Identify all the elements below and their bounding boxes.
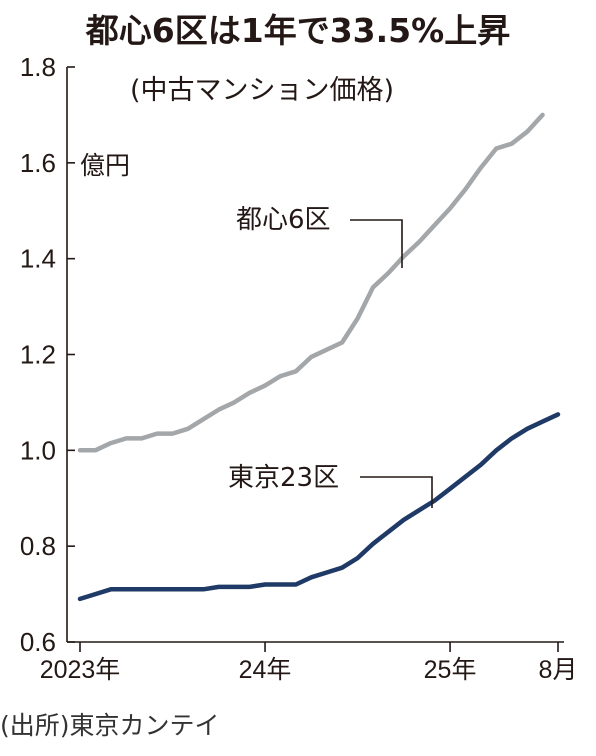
y-tick-label: 0.6 [20, 627, 56, 657]
series-label-tokyo23: 東京23区 [228, 463, 339, 493]
x-tick-label: 25年 [424, 656, 477, 684]
y-tick-label: 1.8 [20, 52, 56, 82]
x-tick-label: 24年 [239, 656, 292, 684]
y-tick-label: 0.8 [20, 531, 56, 561]
series-line-toshin6 [77, 112, 545, 453]
y-tick-label: 1.0 [20, 435, 56, 465]
leader-line-tokyo23 [360, 476, 433, 508]
y-axis-unit-label: 億円 [80, 151, 131, 180]
y-tick-label: 1.2 [20, 340, 56, 370]
chart-subtitle: (中古マンション価格) [130, 75, 395, 106]
series-line-tokyo23 [77, 412, 561, 602]
y-tick-label: 1.6 [20, 148, 56, 178]
x-tick-label: 2023年 [40, 656, 121, 684]
y-tick-label: 1.4 [20, 244, 56, 274]
chart-title: 都心6区は1年で33.5%上昇 [85, 11, 511, 50]
leader-line-toshin6 [350, 219, 403, 268]
x-tick-label: 8月 [539, 656, 578, 684]
series-label-toshin6: 都心6区 [236, 205, 331, 235]
source-note: (出所)東京カンテイ [0, 711, 220, 740]
